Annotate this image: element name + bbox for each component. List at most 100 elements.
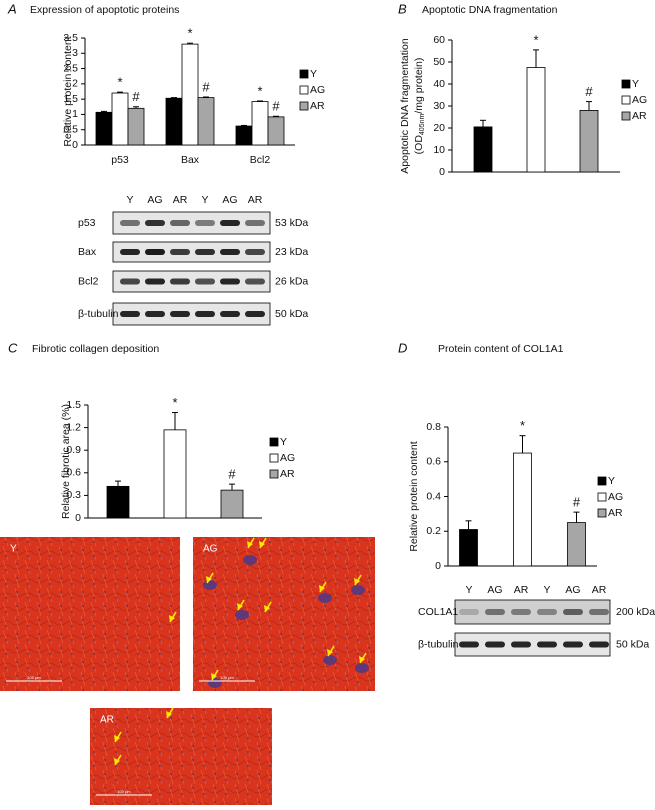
lane-label: AR xyxy=(248,194,263,206)
chart-title: Apoptotic DNA fragmentation xyxy=(422,4,558,16)
blot-band xyxy=(170,278,190,285)
x-tick-label: p53 xyxy=(111,154,129,166)
blot-band xyxy=(537,609,557,615)
blot-band xyxy=(120,220,140,226)
bar xyxy=(106,485,130,519)
y-tick-label: 0.6 xyxy=(66,467,81,479)
blot-band xyxy=(145,311,165,317)
blot-size-label: 200 kDa xyxy=(616,606,655,618)
legend-label: AR xyxy=(280,468,295,480)
micrograph-label: Y xyxy=(10,544,17,555)
arrow-head xyxy=(259,541,265,548)
significance-marker: * xyxy=(187,26,192,41)
significance-marker: # xyxy=(228,467,236,482)
y-tick-label: 60 xyxy=(433,34,445,46)
arrow-head xyxy=(166,711,172,718)
fibrosis-stain xyxy=(235,610,249,620)
legend-label: AG xyxy=(280,452,295,464)
y-tick-label: 30 xyxy=(433,100,445,112)
arrow-head xyxy=(359,656,365,663)
fibrosis-stain xyxy=(351,585,365,595)
blot-band xyxy=(195,278,215,285)
x-tick-label: Bax xyxy=(181,154,200,166)
y-tick-label: 1.5 xyxy=(66,399,81,411)
legend-label: Y xyxy=(310,68,317,80)
blot-band xyxy=(459,641,479,648)
legend-swatch xyxy=(621,95,631,105)
fibrosis-stain xyxy=(243,555,257,565)
bar xyxy=(235,125,253,146)
micrograph-label: AG xyxy=(203,544,218,555)
y-tick-label: 10 xyxy=(433,144,445,156)
blot-row-label: β-tubulin xyxy=(78,308,119,320)
y-tick-label: 50 xyxy=(433,56,445,68)
significance-marker: * xyxy=(533,32,538,47)
bar xyxy=(181,43,199,146)
lane-label: Y xyxy=(543,584,550,596)
arrow-head xyxy=(247,541,253,548)
arrow-head xyxy=(114,758,120,765)
scale-bar-label: 100 μm xyxy=(27,675,41,680)
y-tick-label: 0.9 xyxy=(66,444,81,456)
lane-label: Y xyxy=(126,194,133,206)
y-axis-label-part: 405nm xyxy=(419,114,426,136)
fibrosis-stain xyxy=(318,593,332,603)
y-tick-label: 3.5 xyxy=(63,32,78,44)
significance-marker: # xyxy=(202,79,210,94)
bar xyxy=(127,107,145,146)
blot-band xyxy=(220,311,240,317)
bar xyxy=(220,489,244,519)
blot-band xyxy=(195,220,215,226)
y-tick-label: 40 xyxy=(433,78,445,90)
blot-row-label: p53 xyxy=(78,217,96,229)
legend-label: Y xyxy=(608,475,615,487)
legend-label: AG xyxy=(608,491,623,503)
bar xyxy=(95,111,113,146)
blot-size-label: 53 kDa xyxy=(275,217,308,229)
panel-letter: B xyxy=(398,1,407,16)
bar xyxy=(251,101,269,146)
blot-band xyxy=(195,249,215,255)
y-axis-label: Apoptotic DNA fragmentation xyxy=(399,38,411,174)
blot-band xyxy=(563,609,583,615)
blot-band xyxy=(485,641,505,648)
blot-size-label: 50 kDa xyxy=(275,308,308,320)
significance-marker: * xyxy=(520,418,525,433)
bar xyxy=(513,452,532,567)
legend-swatch xyxy=(299,69,309,79)
fibrosis-stain xyxy=(203,580,217,590)
micrograph-label: AR xyxy=(100,715,114,726)
blot-band xyxy=(245,220,265,226)
bar xyxy=(111,92,129,146)
lane-label: AG xyxy=(147,194,162,206)
y-axis-label-part: /mg protein) xyxy=(413,58,425,114)
significance-marker: # xyxy=(272,99,280,114)
legend-swatch xyxy=(597,476,607,486)
significance-marker: * xyxy=(117,75,122,90)
legend-swatch xyxy=(269,437,279,447)
bar xyxy=(197,97,215,146)
arrow-head xyxy=(114,735,120,742)
bar xyxy=(579,110,599,173)
y-axis-label-part: (OD xyxy=(413,135,425,155)
blot-size-label: 26 kDa xyxy=(275,275,308,287)
arrow-head xyxy=(169,615,175,622)
bar xyxy=(567,522,586,567)
chart-title: Protein content of COL1A1 xyxy=(438,343,564,355)
y-tick-label: 0 xyxy=(75,512,81,524)
legend-label: Y xyxy=(280,436,287,448)
blot-band xyxy=(145,278,165,285)
legend-swatch xyxy=(299,85,309,95)
blot-band xyxy=(245,278,265,285)
blot-frame xyxy=(112,270,271,293)
blot-row-label: Bcl2 xyxy=(78,275,99,287)
arrow-head xyxy=(319,585,325,592)
legend-swatch xyxy=(621,111,631,121)
blot-band xyxy=(170,249,190,255)
blot-band xyxy=(120,278,140,285)
y-tick-label: 1 xyxy=(72,108,78,120)
legend-swatch xyxy=(299,101,309,111)
